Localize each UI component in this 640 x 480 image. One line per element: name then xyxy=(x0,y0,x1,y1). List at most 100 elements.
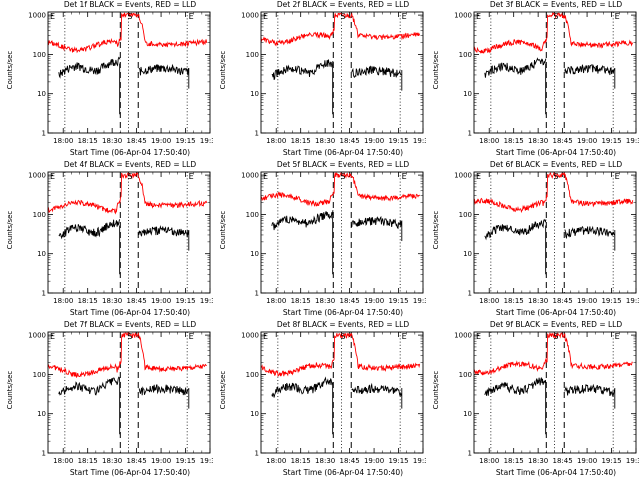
x-tick-label: 18:15 xyxy=(291,297,311,305)
x-axis-label: Start Time (06-Apr-04 17:50:40) xyxy=(69,308,191,317)
y-tick-label: 100 xyxy=(459,51,472,59)
detector-panel: Det 2f BLACK = Events, RED = LLD Start Ti… xyxy=(213,0,426,160)
y-tick-label: 1000 xyxy=(241,172,259,180)
plot-frame xyxy=(260,11,424,134)
x-tick-label: 18:30 xyxy=(315,297,335,305)
event-marker-label: E xyxy=(263,12,268,21)
x-tick-label: 18:15 xyxy=(291,457,311,465)
x-tick-label: 18:30 xyxy=(528,457,548,465)
detector-panel: Det 4f BLACK = Events, RED = LLD Start Ti… xyxy=(0,160,213,320)
panel-plot: 1 10 100 1000 18:00 18:15 18:30 18:45 19:00 19:15… xyxy=(241,171,426,305)
y-tick-label: 100 xyxy=(33,371,46,379)
x-tick-label: 19:00 xyxy=(364,297,384,305)
lld-series-line xyxy=(47,12,208,54)
x-axis-label: Start Time (06-Apr-04 17:50:40) xyxy=(69,468,191,477)
y-tick-label: 100 xyxy=(246,51,259,59)
panel-plot: 1 10 100 1000 18:00 18:15 18:30 18:45 19:00 19:15… xyxy=(28,331,213,465)
event-marker-label: E xyxy=(615,172,620,181)
event-marker-label: S xyxy=(127,332,132,341)
detector-panel: Det 1f BLACK = Events, RED = LLD Start Ti… xyxy=(0,0,213,160)
x-tick-label: 19:30 xyxy=(200,137,213,145)
y-tick-label: 10 xyxy=(250,90,259,98)
detector-panel: Det 8f BLACK = Events, RED = LLD Start Ti… xyxy=(213,320,426,480)
x-tick-label: 18:45 xyxy=(340,297,360,305)
event-marker-label: E xyxy=(402,172,407,181)
x-tick-label: 19:15 xyxy=(388,297,408,305)
panel-plot: 1 10 100 1000 18:00 18:15 18:30 18:45 19:00 19:15… xyxy=(454,331,639,465)
x-tick-label: 18:00 xyxy=(266,137,286,145)
detector-panel: Det 9f BLACK = Events, RED = LLD Start Ti… xyxy=(426,320,639,480)
x-tick-label: 18:45 xyxy=(127,297,147,305)
panel-plot: 1 10 100 1000 18:00 18:15 18:30 18:45 19:00 19:15… xyxy=(28,171,213,305)
x-tick-label: 18:45 xyxy=(340,137,360,145)
events-series-line xyxy=(58,218,121,240)
event-marker-label: S xyxy=(553,172,558,181)
x-tick-label: 19:30 xyxy=(200,297,213,305)
x-tick-label: 18:00 xyxy=(53,297,73,305)
x-tick-label: 19:30 xyxy=(413,137,426,145)
event-marker-label: E xyxy=(50,12,55,21)
x-tick-label: 18:30 xyxy=(315,137,335,145)
x-tick-label: 18:00 xyxy=(479,297,499,305)
x-tick-label: 18:15 xyxy=(78,297,98,305)
y-tick-label: 1000 xyxy=(454,12,472,20)
event-marker-label: E xyxy=(263,332,268,341)
plot-frame xyxy=(473,11,637,134)
events-series-line xyxy=(271,376,334,398)
x-tick-label: 18:30 xyxy=(102,137,122,145)
y-tick-label: 10 xyxy=(37,410,46,418)
panel-title: Det 9f BLACK = Events, RED = LLD xyxy=(489,320,623,329)
x-axis-label: Start Time (06-Apr-04 17:50:40) xyxy=(282,308,404,317)
y-tick-label: 100 xyxy=(246,211,259,219)
x-tick-label: 19:15 xyxy=(388,137,408,145)
x-tick-label: 19:00 xyxy=(364,137,384,145)
event-marker-label: S xyxy=(340,332,345,341)
y-tick-label: 1000 xyxy=(241,12,259,20)
detector-panel: Det 5f BLACK = Events, RED = LLD Start Ti… xyxy=(213,160,426,320)
x-tick-label: 18:15 xyxy=(78,457,98,465)
x-tick-label: 18:15 xyxy=(291,137,311,145)
panel-plot: 1 10 100 1000 18:00 18:15 18:30 18:45 19:00 19:15… xyxy=(241,11,426,145)
x-tick-label: 18:45 xyxy=(340,457,360,465)
y-tick-label: 10 xyxy=(37,90,46,98)
panel-title: Det 4f BLACK = Events, RED = LLD xyxy=(63,160,197,169)
plot-frame xyxy=(47,11,211,134)
event-marker-label: E xyxy=(476,12,481,21)
lld-series-line xyxy=(473,11,634,54)
events-series-line xyxy=(271,210,334,231)
events-series-line xyxy=(484,377,547,396)
panel-plot: 1 10 100 1000 18:00 18:15 18:30 18:45 19:00 19:15… xyxy=(241,331,426,465)
y-tick-label: 1 xyxy=(468,290,472,298)
y-tick-label: 1 xyxy=(42,290,46,298)
x-axis-label: Start Time (06-Apr-04 17:50:40) xyxy=(282,148,404,157)
y-tick-label: 10 xyxy=(37,250,46,258)
x-tick-label: 19:00 xyxy=(151,297,171,305)
x-tick-label: 19:00 xyxy=(577,297,597,305)
events-series-line xyxy=(484,218,547,241)
x-tick-label: 18:15 xyxy=(78,137,98,145)
events-series-line xyxy=(138,384,189,396)
plot-frame xyxy=(473,171,637,294)
panel-title: Det 3f BLACK = Events, RED = LLD xyxy=(489,0,623,9)
x-tick-label: 18:15 xyxy=(504,297,524,305)
detector-panel: Det 7f BLACK = Events, RED = LLD Start Ti… xyxy=(0,320,213,480)
lld-series-line xyxy=(47,331,207,379)
lld-series-line xyxy=(260,12,421,47)
y-tick-label: 1 xyxy=(255,290,259,298)
detector-panel: Det 6f BLACK = Events, RED = LLD Start Ti… xyxy=(426,160,639,320)
x-tick-label: 18:00 xyxy=(53,457,73,465)
events-series-line xyxy=(138,224,189,238)
event-marker-label: E xyxy=(263,172,268,181)
panel-title: Det 2f BLACK = Events, RED = LLD xyxy=(276,0,410,9)
x-tick-label: 18:45 xyxy=(127,137,147,145)
y-tick-label: 10 xyxy=(463,90,472,98)
lld-series-line xyxy=(473,172,634,214)
lld-series-line xyxy=(260,171,421,207)
x-axis-label: Start Time (06-Apr-04 17:50:40) xyxy=(495,308,617,317)
panel-plot: 1 10 100 1000 18:00 18:15 18:30 18:45 19:00 19:15… xyxy=(28,11,213,145)
y-tick-label: 1 xyxy=(42,130,46,138)
x-tick-label: 18:15 xyxy=(504,137,524,145)
y-tick-label: 1 xyxy=(255,450,259,458)
events-series-line xyxy=(564,225,615,239)
